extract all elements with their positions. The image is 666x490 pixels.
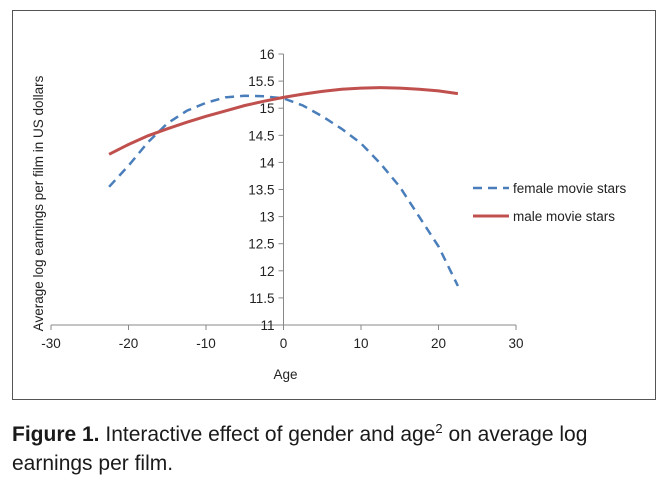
line-chart: -30 -20 -10 0 10 20 30 11 11.5 12 12.5 13 13.5 14 14.… [31, 47, 627, 382]
legend: female movie stars male movie stars [473, 181, 627, 224]
x-tick-label: 0 [280, 336, 288, 351]
caption-text-end: on average log earnings per film. [12, 423, 588, 475]
y-tick-label: 12 [259, 264, 274, 279]
legend-label: female movie stars [513, 181, 627, 196]
y-tick-labels: 11 11.5 12 12.5 13 13.5 14 14.5 15 15.5 16 [248, 47, 275, 333]
x-tick-label: -20 [119, 336, 139, 351]
x-axis-title: Age [273, 367, 297, 382]
x-tick-labels: -30 -20 -10 0 10 20 30 [41, 336, 523, 351]
axes [50, 53, 517, 330]
y-tick-label: 14 [259, 155, 275, 170]
y-tick-label: 15.5 [248, 74, 274, 89]
y-tick-label: 12.5 [248, 237, 274, 252]
legend-label: male movie stars [513, 209, 615, 224]
series-layer [108, 86, 460, 287]
y-tick-label: 13 [259, 210, 274, 225]
y-tick-label: 13.5 [248, 183, 274, 198]
x-tick-label: -10 [196, 336, 216, 351]
x-tick-label: -30 [41, 336, 61, 351]
y-tick-label: 15 [259, 101, 274, 116]
x-tick-label: 30 [508, 336, 523, 351]
y-tick-label: 16 [259, 47, 274, 62]
y-tick-label: 14.5 [248, 128, 274, 143]
male-series-line [108, 86, 459, 156]
chart-frame: -30 -20 -10 0 10 20 30 11 11.5 12 12.5 13 13.5 14 14.… [12, 10, 656, 400]
caption-superscript: 2 [435, 421, 443, 436]
y-tick-label: 11 [260, 318, 274, 333]
figure-caption: Figure 1. Interactive effect of gender a… [12, 420, 652, 478]
x-tick-label: 10 [353, 336, 368, 351]
y-axis-title: Average log earnings per film in US doll… [31, 75, 46, 331]
y-tick-label: 11.5 [249, 291, 274, 306]
caption-text: Interactive effect of gender and age [105, 423, 436, 446]
x-tick-label: 20 [431, 336, 446, 351]
figure-label: Figure 1. [12, 423, 100, 446]
